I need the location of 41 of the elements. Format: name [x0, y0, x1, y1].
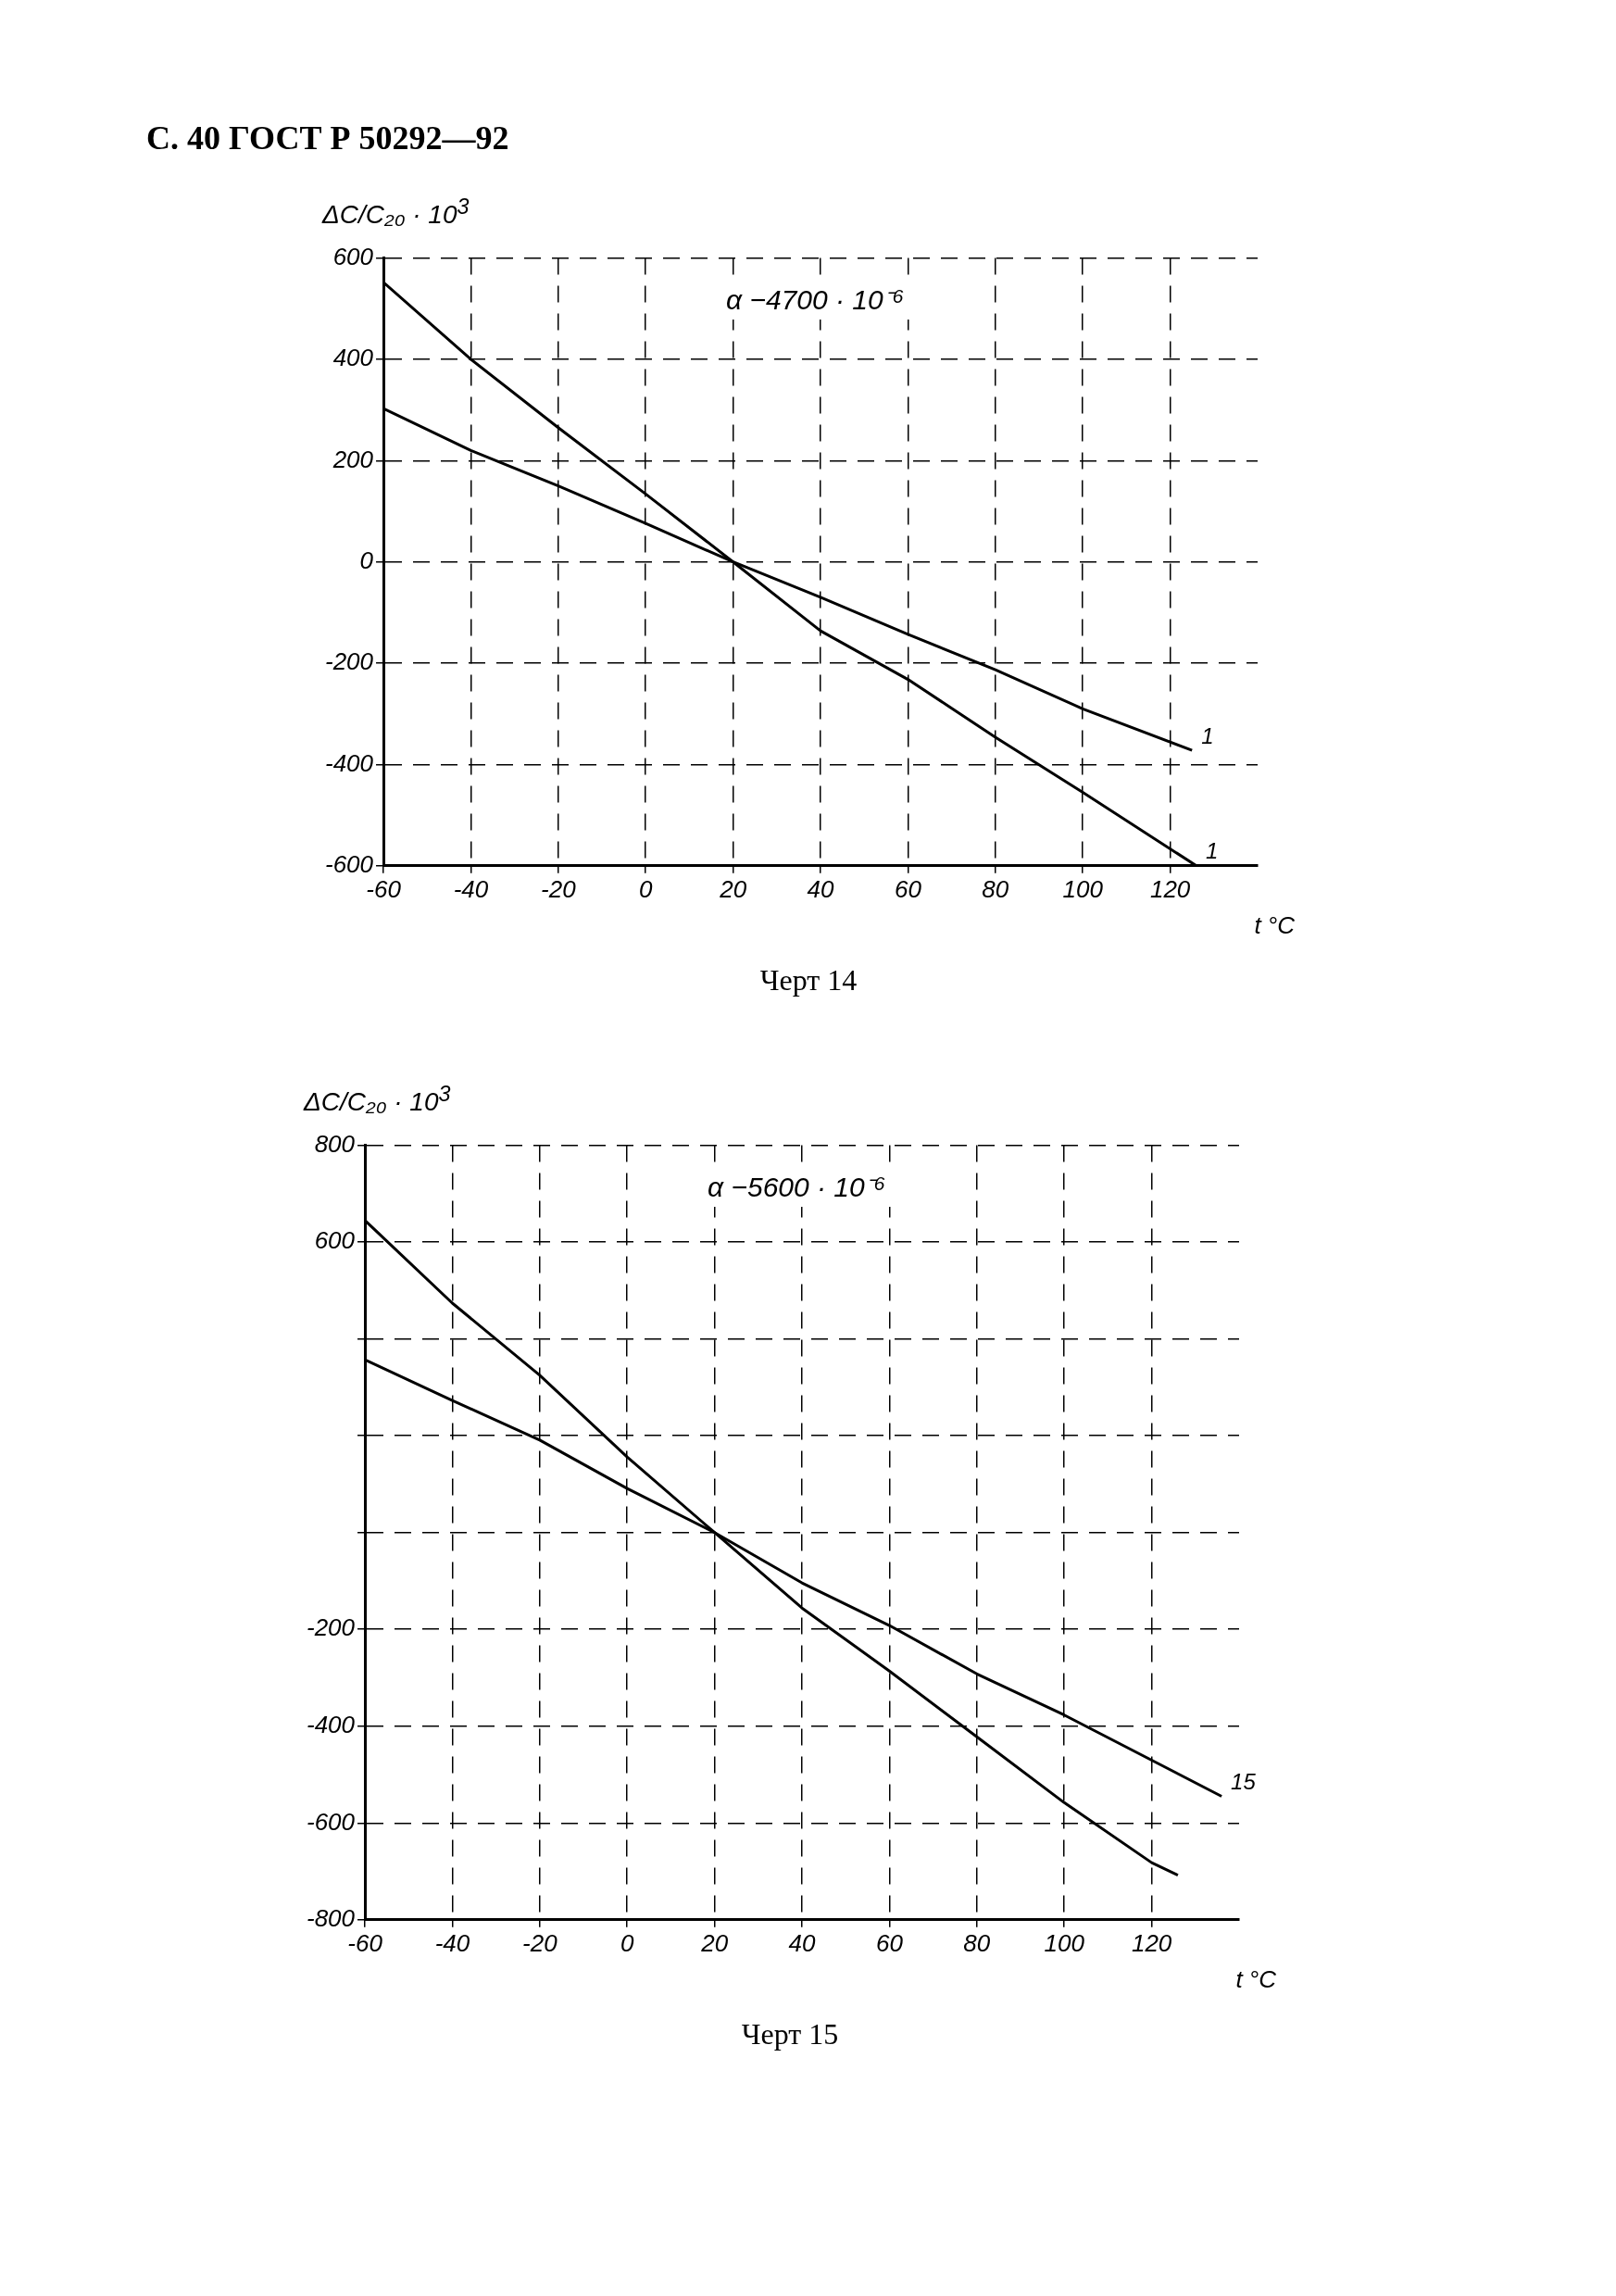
x-tick-label: 80	[963, 1928, 991, 1957]
x-tick-label: -20	[522, 1928, 558, 1957]
text: Черт 14	[758, 963, 858, 997]
y-tick-label: 800	[314, 1129, 356, 1158]
series-label: 1	[1205, 838, 1219, 864]
series-label: 15	[1231, 1769, 1257, 1795]
y-tick-label: -200	[306, 1613, 356, 1642]
y-axis-title: ΔC/C₂₀ · 10$^{3}$	[304, 1082, 452, 1119]
x-tick-label: 40	[807, 874, 835, 903]
x-tick-label: 120	[1131, 1928, 1172, 1957]
x-tick-label: -40	[434, 1928, 470, 1957]
chart-title: С. 40 ГОСТ Р 50292—92	[146, 119, 510, 157]
y-tick-label: -400	[324, 748, 374, 777]
x-tick-label: 120	[1149, 874, 1191, 903]
y-tick-label: -200	[324, 647, 374, 676]
annotation: α −5600 · 10⁻⁶	[702, 1165, 892, 1207]
text: Черт 15	[740, 2017, 840, 2051]
x-tick-label: 20	[719, 874, 747, 903]
y-axis-title: ΔC/C₂₀ · 10$^{3}$	[322, 194, 470, 232]
x-tick-label: 20	[700, 1928, 729, 1957]
y-tick-label: -600	[306, 1807, 356, 1836]
y-tick-label: -400	[306, 1710, 356, 1738]
x-tick-label: -40	[453, 874, 489, 903]
annotation: α −4700 · 10⁻⁶	[720, 278, 910, 320]
x-tick-label: 40	[788, 1928, 817, 1957]
x-tick-label: 80	[982, 874, 1009, 903]
y-tick-label: 600	[332, 242, 374, 270]
x-tick-label: -20	[541, 874, 577, 903]
x-tick-label: 0	[638, 874, 653, 903]
x-axis-title: t °C	[1235, 1965, 1276, 1994]
x-tick-label: 0	[620, 1928, 634, 1957]
y-tick-label: 0	[359, 546, 374, 574]
x-tick-label: 100	[1062, 874, 1104, 903]
x-tick-label: 60	[894, 874, 922, 903]
x-tick-label: 100	[1044, 1928, 1085, 1957]
x-tick-label: 60	[875, 1928, 904, 1957]
y-tick-label: 200	[332, 445, 374, 473]
x-axis-title: t °C	[1254, 911, 1295, 940]
y-tick-label: 400	[332, 344, 374, 372]
y-tick-label: 600	[314, 1226, 356, 1255]
series-label: 1	[1201, 722, 1214, 748]
